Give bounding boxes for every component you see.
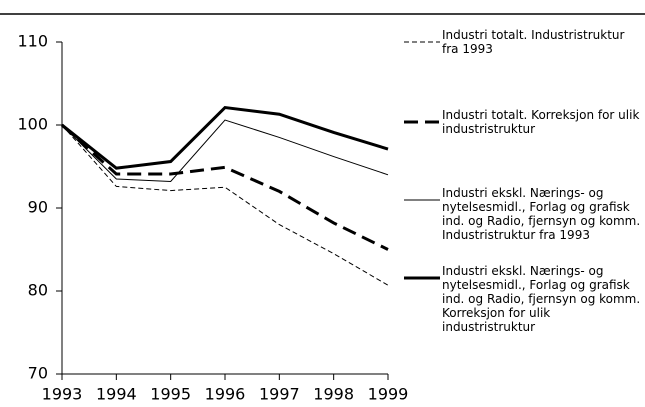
legend-label: Industri ekskl. Nærings- og nytelsesmidl… [442,264,641,334]
y-tick-label: 100 [17,115,48,134]
legend-label: Industri totalt. Industristruktur fra 19… [442,28,625,56]
legend-label: Industri totalt. Korreksjon for ulik ind… [442,108,640,136]
y-tick-label: 90 [28,198,48,217]
x-tick-label: 1993 [42,385,83,404]
series-line [61,105,389,170]
x-tick-label: 1997 [259,385,300,404]
x-tick-label: 1999 [368,385,409,404]
series-line [60,123,389,251]
x-tick-label: 1994 [96,385,137,404]
y-tick-label: 110 [17,32,48,51]
x-tick-label: 1995 [150,385,191,404]
y-tick-label: 70 [28,364,48,383]
x-tick-label: 1998 [313,385,354,404]
series-line [61,124,389,286]
series-line [61,119,389,182]
y-tick-label: 80 [28,281,48,300]
x-tick-label: 1996 [205,385,246,404]
legend-label: Industri ekskl. Nærings- og nytelsesmidl… [442,186,641,242]
